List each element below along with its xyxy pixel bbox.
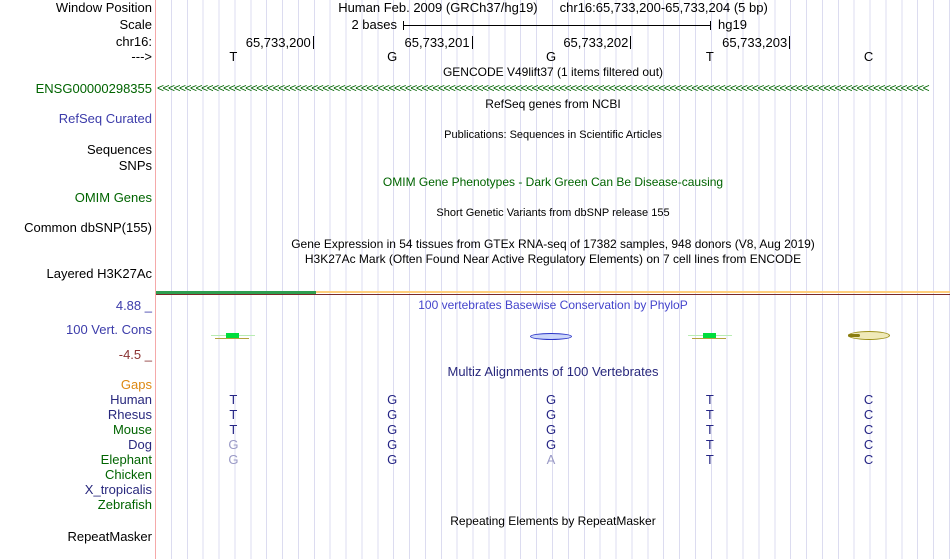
h3k27ac-signal-green (156, 291, 316, 294)
coordinate-tick (312, 36, 314, 49)
species-label-elephant[interactable]: Elephant (100, 452, 152, 467)
alignment-base: T (705, 392, 714, 407)
dbsnp-track-title[interactable]: Short Genetic Variants from dbSNP releas… (436, 207, 670, 219)
alignment-base: C (863, 452, 874, 467)
omim-genes-label[interactable]: OMIM Genes (74, 190, 152, 205)
gaps-label[interactable]: Gaps (120, 377, 152, 392)
sequences-label[interactable]: Sequences (86, 142, 152, 157)
alignment-base: T (705, 422, 714, 437)
common-dbsnp-label[interactable]: Common dbSNP(155) (24, 220, 152, 235)
scale-ruler-right-cap (710, 21, 711, 30)
alignment-base: G (387, 422, 398, 437)
h3k27ac-signal-orange (316, 291, 950, 293)
h3k27ac-track-title[interactable]: H3K27Ac Mark (Often Found Near Active Re… (304, 252, 802, 266)
alignment-base: C (863, 407, 874, 422)
conservation-mark-green (687, 331, 732, 341)
conservation-negative-blob (847, 334, 860, 337)
window-position-header: Human Feb. 2009 (GRCh37/hg19) chr16:65,7… (156, 1, 950, 14)
window-position-label: Window Position (55, 0, 152, 15)
alignment-base: G (545, 437, 557, 452)
reference-base: T (705, 49, 714, 64)
conservation-mark-green (211, 331, 256, 341)
coordinate-tick (789, 36, 791, 49)
species-label-x_tropicalis[interactable]: X_tropicalis (84, 482, 152, 497)
species-label-chicken[interactable]: Chicken (105, 467, 152, 482)
scale-value: 2 bases (351, 17, 397, 32)
conservation-mark-olive (847, 331, 890, 340)
conservation-peak (226, 333, 240, 339)
conservation-peak (702, 333, 716, 339)
phylop-max-label: 4.88 _ (115, 298, 152, 313)
alignment-base: G (228, 437, 239, 452)
plot-area[interactable] (156, 0, 950, 559)
alignment-base: G (387, 392, 398, 407)
assembly-name: Human Feb. 2009 (GRCh37/hg19) (338, 0, 538, 15)
phylop-track-title[interactable]: 100 vertebrates Basewise Conservation by… (418, 298, 688, 312)
chromosome-label: chr16: (115, 34, 152, 49)
scale-ruler-left-cap (403, 21, 404, 30)
species-label-zebrafish[interactable]: Zebrafish (97, 497, 152, 512)
alignment-base: G (387, 452, 398, 467)
current-position: chr16:65,733,200-65,733,204 (5 bp) (559, 0, 768, 15)
strand-direction-label: ---> (131, 49, 152, 64)
alignment-base: G (387, 437, 398, 452)
alignment-base: C (863, 392, 874, 407)
multiz-track-title[interactable]: Multiz Alignments of 100 Vertebrates (447, 364, 659, 379)
coordinate-tick (471, 36, 473, 49)
alignment-base: A (546, 452, 556, 467)
species-label-mouse[interactable]: Mouse (112, 422, 152, 437)
gtex-track-title[interactable]: Gene Expression in 54 tissues from GTEx … (291, 237, 815, 251)
alignment-base: T (229, 392, 238, 407)
repeatmasker-label[interactable]: RepeatMasker (67, 529, 152, 544)
alignment-base: G (545, 392, 557, 407)
alignment-base: G (545, 407, 557, 422)
alignment-base: T (705, 407, 714, 422)
snps-label[interactable]: SNPs (118, 158, 152, 173)
alignment-base: T (705, 452, 714, 467)
reference-base: C (863, 49, 874, 64)
species-label-dog[interactable]: Dog (128, 437, 152, 452)
publications-track-title[interactable]: Publications: Sequences in Scientific Ar… (444, 129, 662, 141)
scale-ruler-line (403, 25, 711, 26)
species-label-rhesus[interactable]: Rhesus (107, 407, 152, 422)
gene-direction-arrows: <<<<<<<<<<<<<<<<<<<<<<<<<<<<<<<<<<<<<<<<… (157, 82, 930, 95)
h3k27ac-signal-baseline (156, 293, 950, 295)
alignment-base: G (545, 422, 557, 437)
layered-h3k27ac-label[interactable]: Layered H3K27Ac (46, 266, 152, 281)
alignment-base: G (387, 407, 398, 422)
refseq-curated-label[interactable]: RefSeq Curated (58, 111, 152, 126)
assembly-short-label: hg19 (718, 17, 747, 32)
conservation-negative-line (215, 338, 250, 339)
coordinate-value: 65,733,201 (404, 35, 470, 50)
omim-track-title[interactable]: OMIM Gene Phenotypes - Dark Green Can Be… (382, 175, 724, 189)
alignment-base: T (229, 422, 238, 437)
alignment-base: T (229, 407, 238, 422)
conservation-mark-blue (530, 333, 572, 340)
coordinate-value: 65,733,202 (563, 35, 629, 50)
coordinate-value: 65,733,203 (722, 35, 788, 50)
species-label-human[interactable]: Human (110, 392, 152, 407)
reference-base: G (387, 49, 398, 64)
coordinate-value: 65,733,200 (245, 35, 311, 50)
coordinate-tick (630, 36, 632, 49)
phylop-min-label: -4.5 _ (118, 347, 152, 362)
left-pink-guide-line (155, 0, 156, 559)
alignment-base: G (228, 452, 239, 467)
vert-cons-label[interactable]: 100 Vert. Cons (66, 322, 152, 337)
gencode-track-title[interactable]: GENCODE V49lift37 (1 items filtered out) (442, 65, 664, 79)
gene-id-label[interactable]: ENSG00000298355 (35, 81, 152, 96)
alignment-base: C (863, 437, 874, 452)
reference-base: G (545, 49, 557, 64)
scale-label: Scale (119, 17, 152, 32)
reference-base: T (229, 49, 238, 64)
refseq-track-title[interactable]: RefSeq genes from NCBI (485, 97, 621, 111)
alignment-base: T (705, 437, 714, 452)
repeatmasker-track-title[interactable]: Repeating Elements by RepeatMasker (450, 514, 656, 528)
alignment-base: C (863, 422, 874, 437)
conservation-negative-line (691, 338, 726, 339)
